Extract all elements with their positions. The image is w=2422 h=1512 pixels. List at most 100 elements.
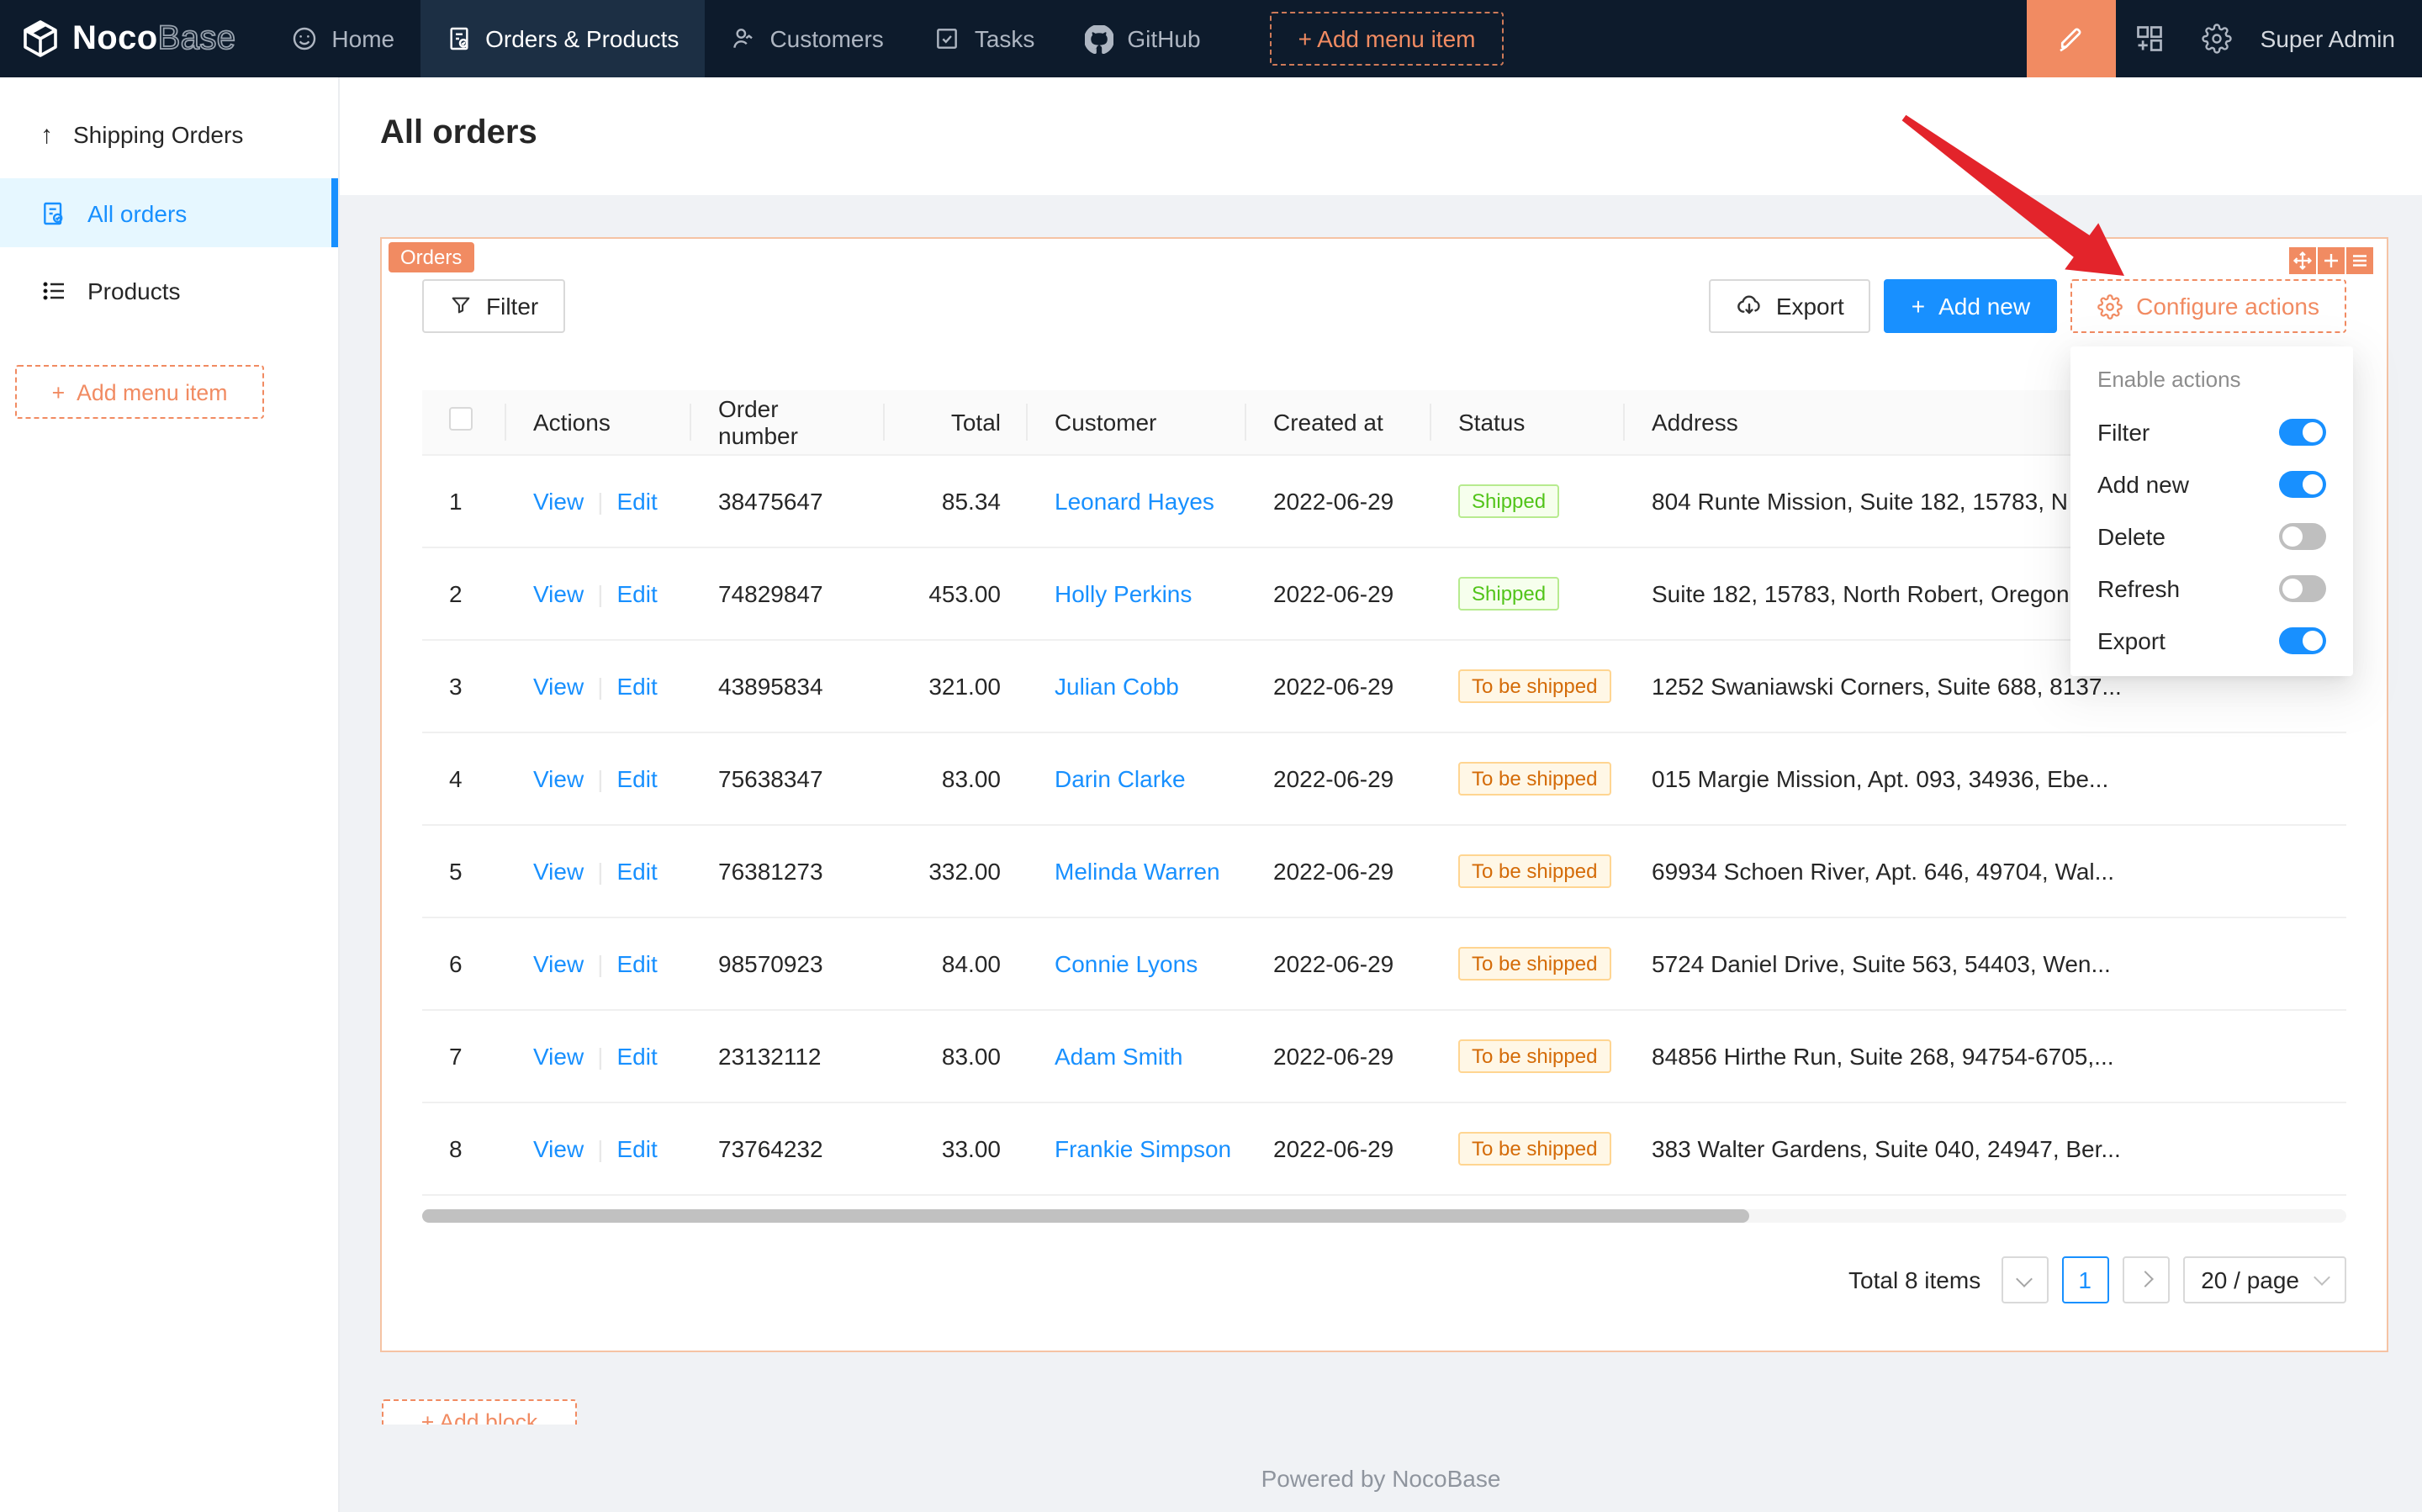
total-cell: 84.00	[885, 917, 1028, 1010]
view-link[interactable]: View	[533, 672, 584, 699]
nocobase-logo[interactable]: NocoBase	[0, 0, 266, 77]
top-navbar: NocoBase Home Orders & Products Customer…	[0, 0, 2422, 77]
nav-menu: Home Orders & Products Customers Tasks G…	[266, 0, 1225, 77]
dropdown-item-label: Filter	[2097, 418, 2150, 445]
add-block-icon[interactable]	[2318, 247, 2345, 274]
customer-cell: Holly Perkins	[1028, 547, 1246, 640]
plus-icon: +	[1911, 293, 1926, 320]
edit-link[interactable]: Edit	[616, 857, 658, 884]
navbar-add-menu-item-button[interactable]: + Add menu item	[1269, 12, 1504, 66]
customer-link[interactable]: Melinda Warren	[1055, 857, 1220, 884]
customer-link[interactable]: Adam Smith	[1055, 1042, 1183, 1069]
order-number-cell: 76381273	[691, 824, 885, 917]
status-badge: Shipped	[1458, 484, 1560, 517]
edit-link[interactable]: Edit	[616, 579, 658, 606]
page-title: All orders	[380, 114, 537, 151]
sidebar-add-menu-item-button[interactable]: + Add menu item	[15, 365, 264, 419]
actions-cell: View | Edit	[506, 732, 691, 825]
view-link[interactable]: View	[533, 579, 584, 606]
customer-link[interactable]: Darin Clarke	[1055, 764, 1186, 791]
status-cell: To be shipped	[1431, 639, 1625, 732]
customer-link[interactable]: Leonard Hayes	[1055, 487, 1214, 514]
nav-item-home[interactable]: Home	[266, 0, 420, 77]
drag-move-icon[interactable]	[2289, 247, 2316, 274]
sidebar-item-shipping-orders[interactable]: ↑ Shipping Orders	[0, 101, 338, 168]
settings-button[interactable]	[2183, 0, 2250, 77]
export-button[interactable]: Export	[1708, 279, 1871, 333]
nav-item-orders-products[interactable]: Orders & Products	[420, 0, 705, 77]
table-row: 3 View | Edit 43895834 321.00 Julian Cobb 2022-…	[422, 639, 2346, 732]
pagination-prev-button[interactable]	[2001, 1256, 2049, 1303]
nav-item-customers[interactable]: Customers	[704, 0, 908, 77]
nav-item-tasks[interactable]: Tasks	[909, 0, 1060, 77]
switch-knob	[2303, 473, 2323, 494]
total-cell: 332.00	[885, 824, 1028, 917]
logo-base: Base	[157, 19, 236, 57]
nav-item-label: Home	[331, 25, 395, 52]
block-collection-tag: Orders	[389, 242, 474, 272]
delete-toggle[interactable]	[2279, 522, 2326, 549]
sidebar-item-label: Products	[87, 278, 181, 304]
view-link[interactable]: View	[533, 857, 584, 884]
file-done-icon	[44, 201, 63, 225]
view-link[interactable]: View	[533, 764, 584, 791]
export-toggle[interactable]	[2279, 626, 2326, 653]
ui-editor-button[interactable]	[2026, 0, 2116, 77]
main-area: All orders Orders	[340, 77, 2422, 1512]
cube-logo-icon	[24, 20, 57, 57]
created-at-cell: 2022-06-29	[1246, 547, 1431, 640]
view-link[interactable]: View	[533, 1134, 584, 1161]
sidebar-item-label: Shipping Orders	[73, 121, 244, 148]
user-menu[interactable]: Super Admin	[2260, 25, 2395, 52]
refresh-toggle[interactable]	[2279, 574, 2326, 601]
pagination-next-button[interactable]	[2122, 1256, 2170, 1303]
dropdown-header: Enable actions	[2097, 367, 2241, 392]
view-link[interactable]: View	[533, 1042, 584, 1069]
customer-link[interactable]: Frankie Simpson	[1055, 1134, 1232, 1161]
select-all-header	[422, 390, 506, 455]
configure-actions-button[interactable]: Configure actions	[2070, 279, 2346, 333]
person-icon	[732, 29, 753, 48]
table-row: 4 View | Edit 75638347 83.00 Darin Clarke 2022-…	[422, 732, 2346, 825]
switch-knob	[2282, 578, 2303, 598]
dropdown-item-add-new[interactable]: Add new	[2070, 457, 2353, 510]
edit-link[interactable]: Edit	[616, 1042, 658, 1069]
dropdown-item-refresh[interactable]: Refresh	[2070, 562, 2353, 614]
customer-link[interactable]: Holly Perkins	[1055, 579, 1192, 606]
customer-link[interactable]: Julian Cobb	[1055, 672, 1179, 699]
dropdown-item-filter[interactable]: Filter	[2070, 405, 2353, 457]
filter-button[interactable]: Filter	[422, 279, 566, 333]
view-link[interactable]: View	[533, 949, 584, 976]
view-link[interactable]: View	[533, 487, 584, 514]
status-badge: To be shipped	[1458, 946, 1611, 980]
add-new-toggle[interactable]	[2279, 470, 2326, 497]
sidebar-item-products[interactable]: Products	[0, 257, 338, 325]
select-all-checkbox[interactable]	[449, 407, 473, 431]
order-number-cell: 98570923	[691, 917, 885, 1010]
edit-link[interactable]: Edit	[616, 949, 658, 976]
plugin-manager-button[interactable]	[2116, 0, 2183, 77]
add-block-button[interactable]: + Add block	[382, 1399, 577, 1425]
row-index-cell: 6	[422, 917, 506, 1010]
customer-link[interactable]: Connie Lyons	[1055, 949, 1198, 976]
action-divider: |	[597, 487, 604, 514]
dropdown-item-export[interactable]: Export	[2070, 614, 2353, 666]
block-menu-icon[interactable]	[2346, 247, 2373, 274]
pagination-page-1[interactable]: 1	[2061, 1256, 2109, 1303]
add-new-button[interactable]: + Add new	[1884, 279, 2058, 333]
filter-toggle[interactable]	[2279, 418, 2326, 445]
edit-link[interactable]: Edit	[616, 672, 658, 699]
pagination: Total 8 items 1 20 / page	[422, 1256, 2346, 1303]
scrollbar-thumb[interactable]	[422, 1208, 1750, 1222]
edit-link[interactable]: Edit	[616, 487, 658, 514]
customer-cell: Melinda Warren	[1028, 824, 1246, 917]
edit-link[interactable]: Edit	[616, 1134, 658, 1161]
sidebar-item-all-orders[interactable]: All orders	[0, 178, 338, 247]
action-divider: |	[597, 857, 604, 884]
orders-card: Filter Export + Add new	[382, 239, 2387, 1350]
edit-link[interactable]: Edit	[616, 764, 658, 791]
dropdown-item-delete[interactable]: Delete	[2070, 510, 2353, 562]
total-cell: 83.00	[885, 732, 1028, 825]
nav-item-github[interactable]: GitHub	[1060, 0, 1225, 77]
page-size-select[interactable]: 20 / page	[2182, 1256, 2346, 1303]
